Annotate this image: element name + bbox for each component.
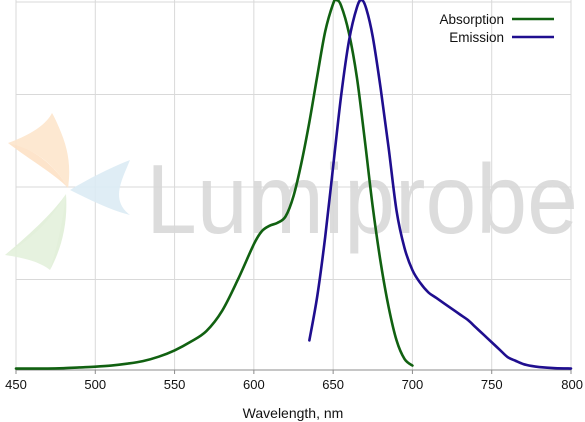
x-tick-label: 700 xyxy=(402,377,424,392)
lumiprobe-starburst-icon xyxy=(5,113,130,270)
x-tick-label: 800 xyxy=(561,377,583,392)
legend-label-absorption: Absorption xyxy=(439,12,504,27)
legend-label-emission: Emission xyxy=(449,30,504,45)
x-tick-label: 650 xyxy=(322,377,344,392)
legend: Absorption Emission xyxy=(439,12,554,45)
series-line-absorption xyxy=(14,0,414,370)
x-tick-label: 550 xyxy=(164,377,186,392)
x-tick-label: 600 xyxy=(243,377,265,392)
x-axis-label: Wavelength, nm xyxy=(243,405,344,421)
x-tick-label: 450 xyxy=(5,377,27,392)
lumiprobe-watermark-logo: Lumiprobe xyxy=(5,113,578,270)
series-layer xyxy=(14,0,573,370)
x-axis: 450 500 550 600 650 700 750 800 xyxy=(5,370,583,392)
x-tick-label: 500 xyxy=(84,377,106,392)
series-line-emission xyxy=(308,0,573,370)
watermark-wordmark: Lumiprobe xyxy=(146,144,578,254)
x-tick-label: 750 xyxy=(481,377,503,392)
